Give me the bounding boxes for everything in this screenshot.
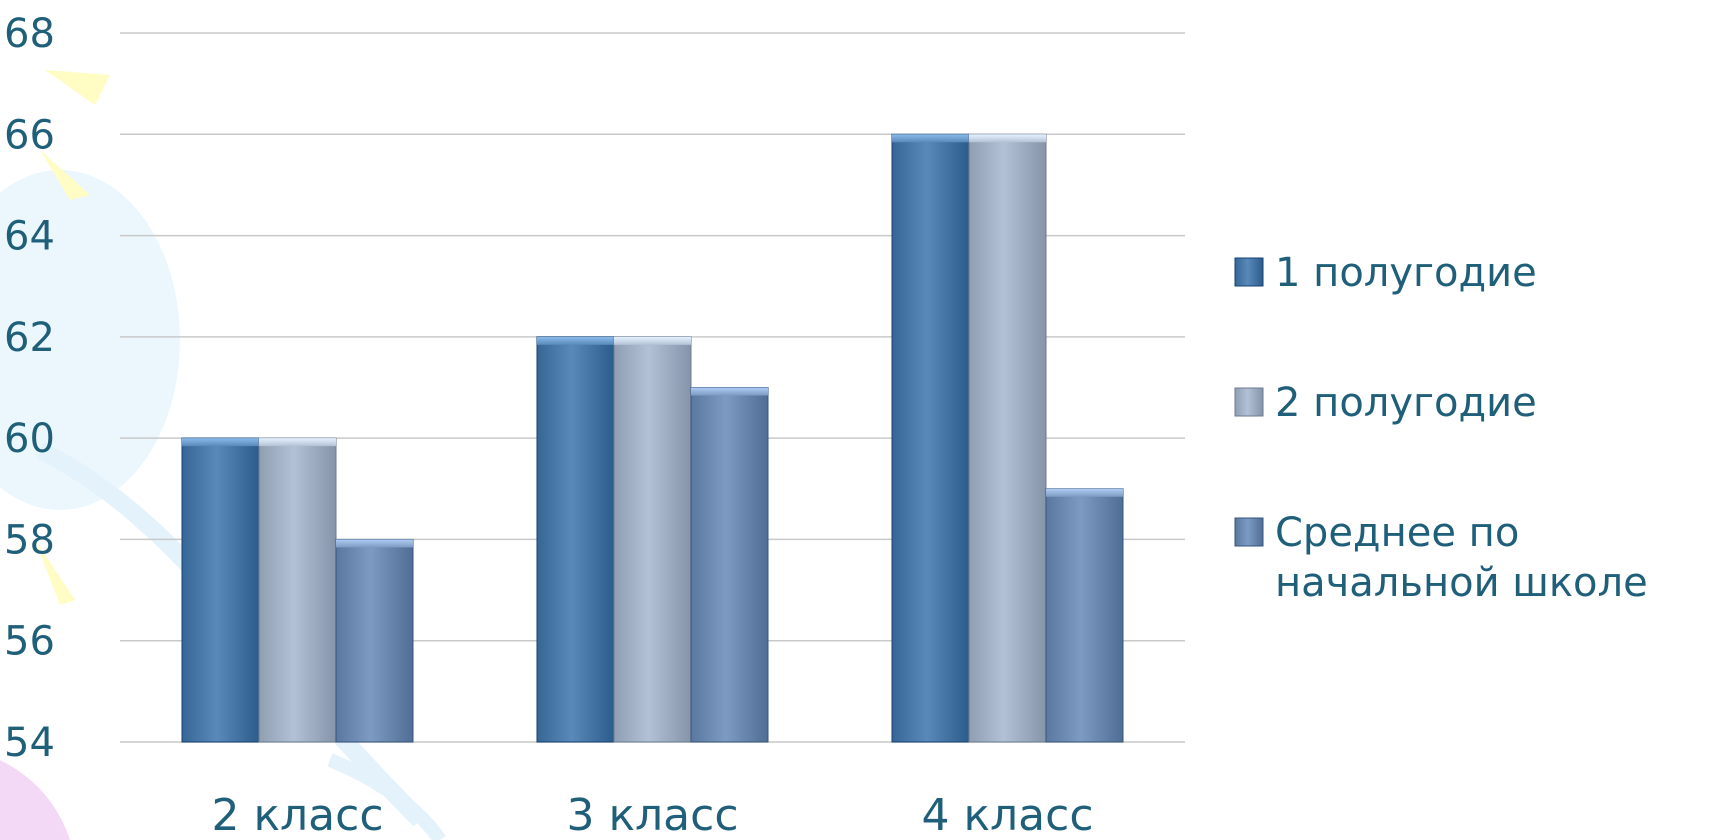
- bar: [1045, 488, 1124, 743]
- x-tick-label: 4 класс: [921, 790, 1093, 840]
- legend-swatch: [1234, 517, 1264, 547]
- bar: [968, 133, 1047, 743]
- bar: [891, 133, 970, 743]
- x-tick-label: 2 класс: [211, 790, 383, 840]
- legend-label: 2 полугодие: [1275, 380, 1537, 426]
- y-tick-label: 66: [4, 112, 55, 158]
- bar-highlight: [614, 336, 691, 345]
- bar-highlight: [892, 134, 969, 143]
- legend-swatch: [1234, 257, 1264, 287]
- bar-highlight: [336, 539, 413, 548]
- bar: [258, 437, 337, 743]
- y-axis: 54 56 58 60 62 64 66 68: [4, 11, 55, 766]
- bar-highlight: [182, 438, 259, 447]
- y-tick-label: 54: [4, 720, 55, 766]
- legend-swatch: [1234, 387, 1264, 417]
- bar: [181, 437, 260, 743]
- bar-highlight: [969, 134, 1046, 143]
- bar-highlight: [537, 336, 614, 345]
- x-axis: 2 класс 3 класс 4 класс: [211, 790, 1093, 840]
- bars: [181, 133, 1124, 743]
- y-tick-label: 58: [4, 517, 55, 563]
- bar-highlight: [691, 387, 768, 396]
- bar: [690, 387, 769, 743]
- y-tick-label: 56: [4, 619, 55, 665]
- y-tick-label: 60: [4, 416, 55, 462]
- legend-label: Среднее по начальной школе: [1275, 510, 1648, 606]
- bar-highlight: [1046, 488, 1123, 497]
- bar: [335, 538, 414, 743]
- y-tick-label: 68: [4, 11, 55, 57]
- legend-label: 1 полугодие: [1275, 250, 1537, 296]
- x-tick-label: 3 класс: [566, 790, 738, 840]
- legend: 1 полугодие 2 полугодие Среднее по начально…: [1234, 250, 1648, 606]
- y-tick-label: 64: [4, 214, 55, 260]
- bar: [536, 336, 615, 743]
- bar-highlight: [259, 438, 336, 447]
- y-tick-label: 62: [4, 315, 55, 361]
- bar: [613, 336, 692, 743]
